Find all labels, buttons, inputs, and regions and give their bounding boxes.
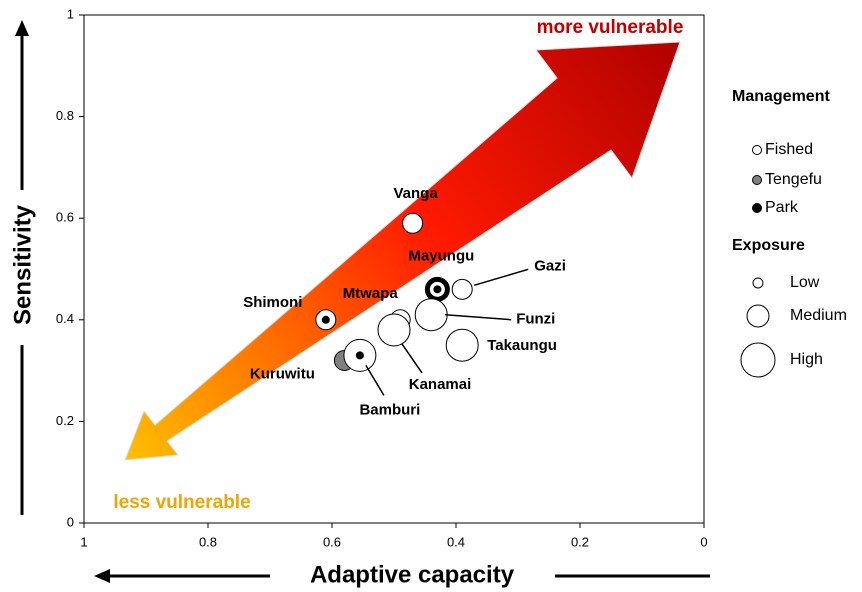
vulnerability-arrow xyxy=(124,41,681,461)
legend-label: Low xyxy=(790,274,820,291)
site-label: Mayungu xyxy=(408,247,474,264)
legend-marker xyxy=(740,342,776,378)
x-tick-label: 0.2 xyxy=(571,534,589,549)
y-tick-label: 0.4 xyxy=(56,311,74,326)
legend-marker xyxy=(746,304,770,328)
site-label: Takaungu xyxy=(487,337,557,354)
y-tick-label: 0.2 xyxy=(56,413,74,428)
site-bubble xyxy=(402,212,424,234)
site-bubble xyxy=(445,328,479,362)
x-tick-label: 1 xyxy=(80,534,87,549)
leader-line xyxy=(401,343,423,374)
x-tick-label: 0.8 xyxy=(199,534,217,549)
y-tick-label: 0.6 xyxy=(56,210,74,225)
y-axis-label: Sensitivity xyxy=(9,204,36,325)
site-label: Mtwapa xyxy=(343,285,399,302)
leader-line xyxy=(473,268,529,287)
less-vulnerable: less vulnerable xyxy=(113,492,250,513)
site-label: Shimoni xyxy=(243,294,302,311)
site-label: Bamburi xyxy=(359,401,420,418)
leader-line xyxy=(365,364,385,396)
y-axis-arrowhead xyxy=(15,20,29,36)
x-tick-label: 0.6 xyxy=(323,534,341,549)
park-dot xyxy=(433,285,442,294)
park-dot xyxy=(321,315,330,324)
legend-marker xyxy=(752,203,762,213)
legend-label: High xyxy=(790,351,823,368)
legend-title: Management xyxy=(732,88,830,105)
legend-label: Park xyxy=(765,199,799,216)
site-bubble xyxy=(377,313,411,347)
site-bubble xyxy=(451,278,473,300)
legend-title: Exposure xyxy=(732,237,805,254)
x-tick-label: 0.4 xyxy=(447,534,465,549)
x-axis-label: Adaptive capacity xyxy=(310,561,515,588)
plot-frame xyxy=(83,14,705,524)
legend-label: Medium xyxy=(790,307,847,324)
legend-marker xyxy=(752,145,762,155)
y-tick-label: 1 xyxy=(67,6,74,21)
y-tick-label: 0.8 xyxy=(56,108,74,123)
x-tick-label: 0 xyxy=(700,534,707,549)
park-dot xyxy=(355,351,364,360)
legend-label: Tengefu xyxy=(765,171,822,188)
legend-marker xyxy=(752,175,762,185)
x-axis-arrowhead xyxy=(94,569,110,583)
more-vulnerable: more vulnerable xyxy=(537,17,684,38)
leader-line xyxy=(445,313,512,321)
legend-marker xyxy=(752,277,764,289)
site-label: Vanga xyxy=(394,185,439,202)
site-label: Gazi xyxy=(534,257,566,274)
site-bubble xyxy=(414,298,448,332)
site-label: Kanamai xyxy=(409,376,472,393)
site-label: Kuruwitu xyxy=(250,365,315,382)
site-label: Funzi xyxy=(516,311,555,328)
legend-label: Fished xyxy=(765,141,813,158)
y-tick-label: 0 xyxy=(67,514,74,529)
